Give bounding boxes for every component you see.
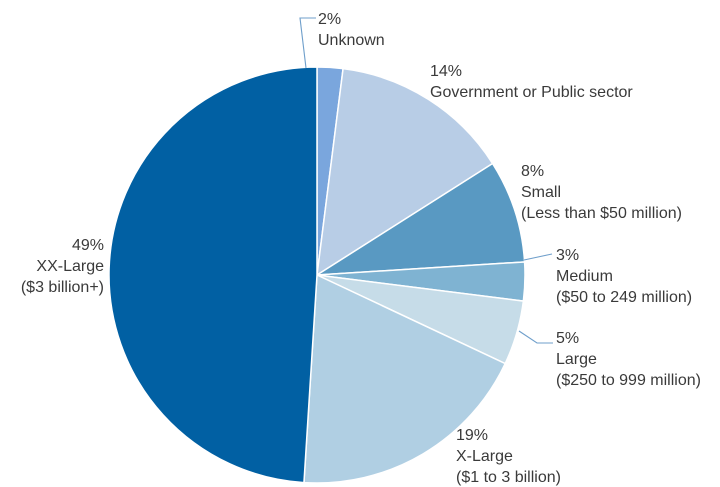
slice-label-medium: 3% Medium ($50 to 249 million) bbox=[556, 247, 692, 306]
pie-slice-xx-large bbox=[108, 66, 318, 484]
slice-label-small: 8% Small (Less than $50 million) bbox=[521, 163, 682, 222]
slice-label-unknown: 2% Unknown bbox=[318, 11, 385, 49]
slice-label-government-or-public-sector: 14% Government or Public sector bbox=[430, 63, 633, 101]
pie-slice-x-large bbox=[303, 273, 507, 484]
slice-label-large: 5% Large ($250 to 999 million) bbox=[556, 330, 701, 389]
pie-slice-government-or-public-sector bbox=[316, 67, 494, 277]
leader-line-large bbox=[518, 330, 553, 344]
slice-label-xx-large: 49% XX-Large ($3 billion+) bbox=[21, 237, 104, 296]
slice-label-x-large: 19% X-Large ($1 to 3 billion) bbox=[456, 427, 561, 486]
leader-line-unknown bbox=[299, 17, 316, 69]
leader-line-medium bbox=[523, 253, 553, 261]
